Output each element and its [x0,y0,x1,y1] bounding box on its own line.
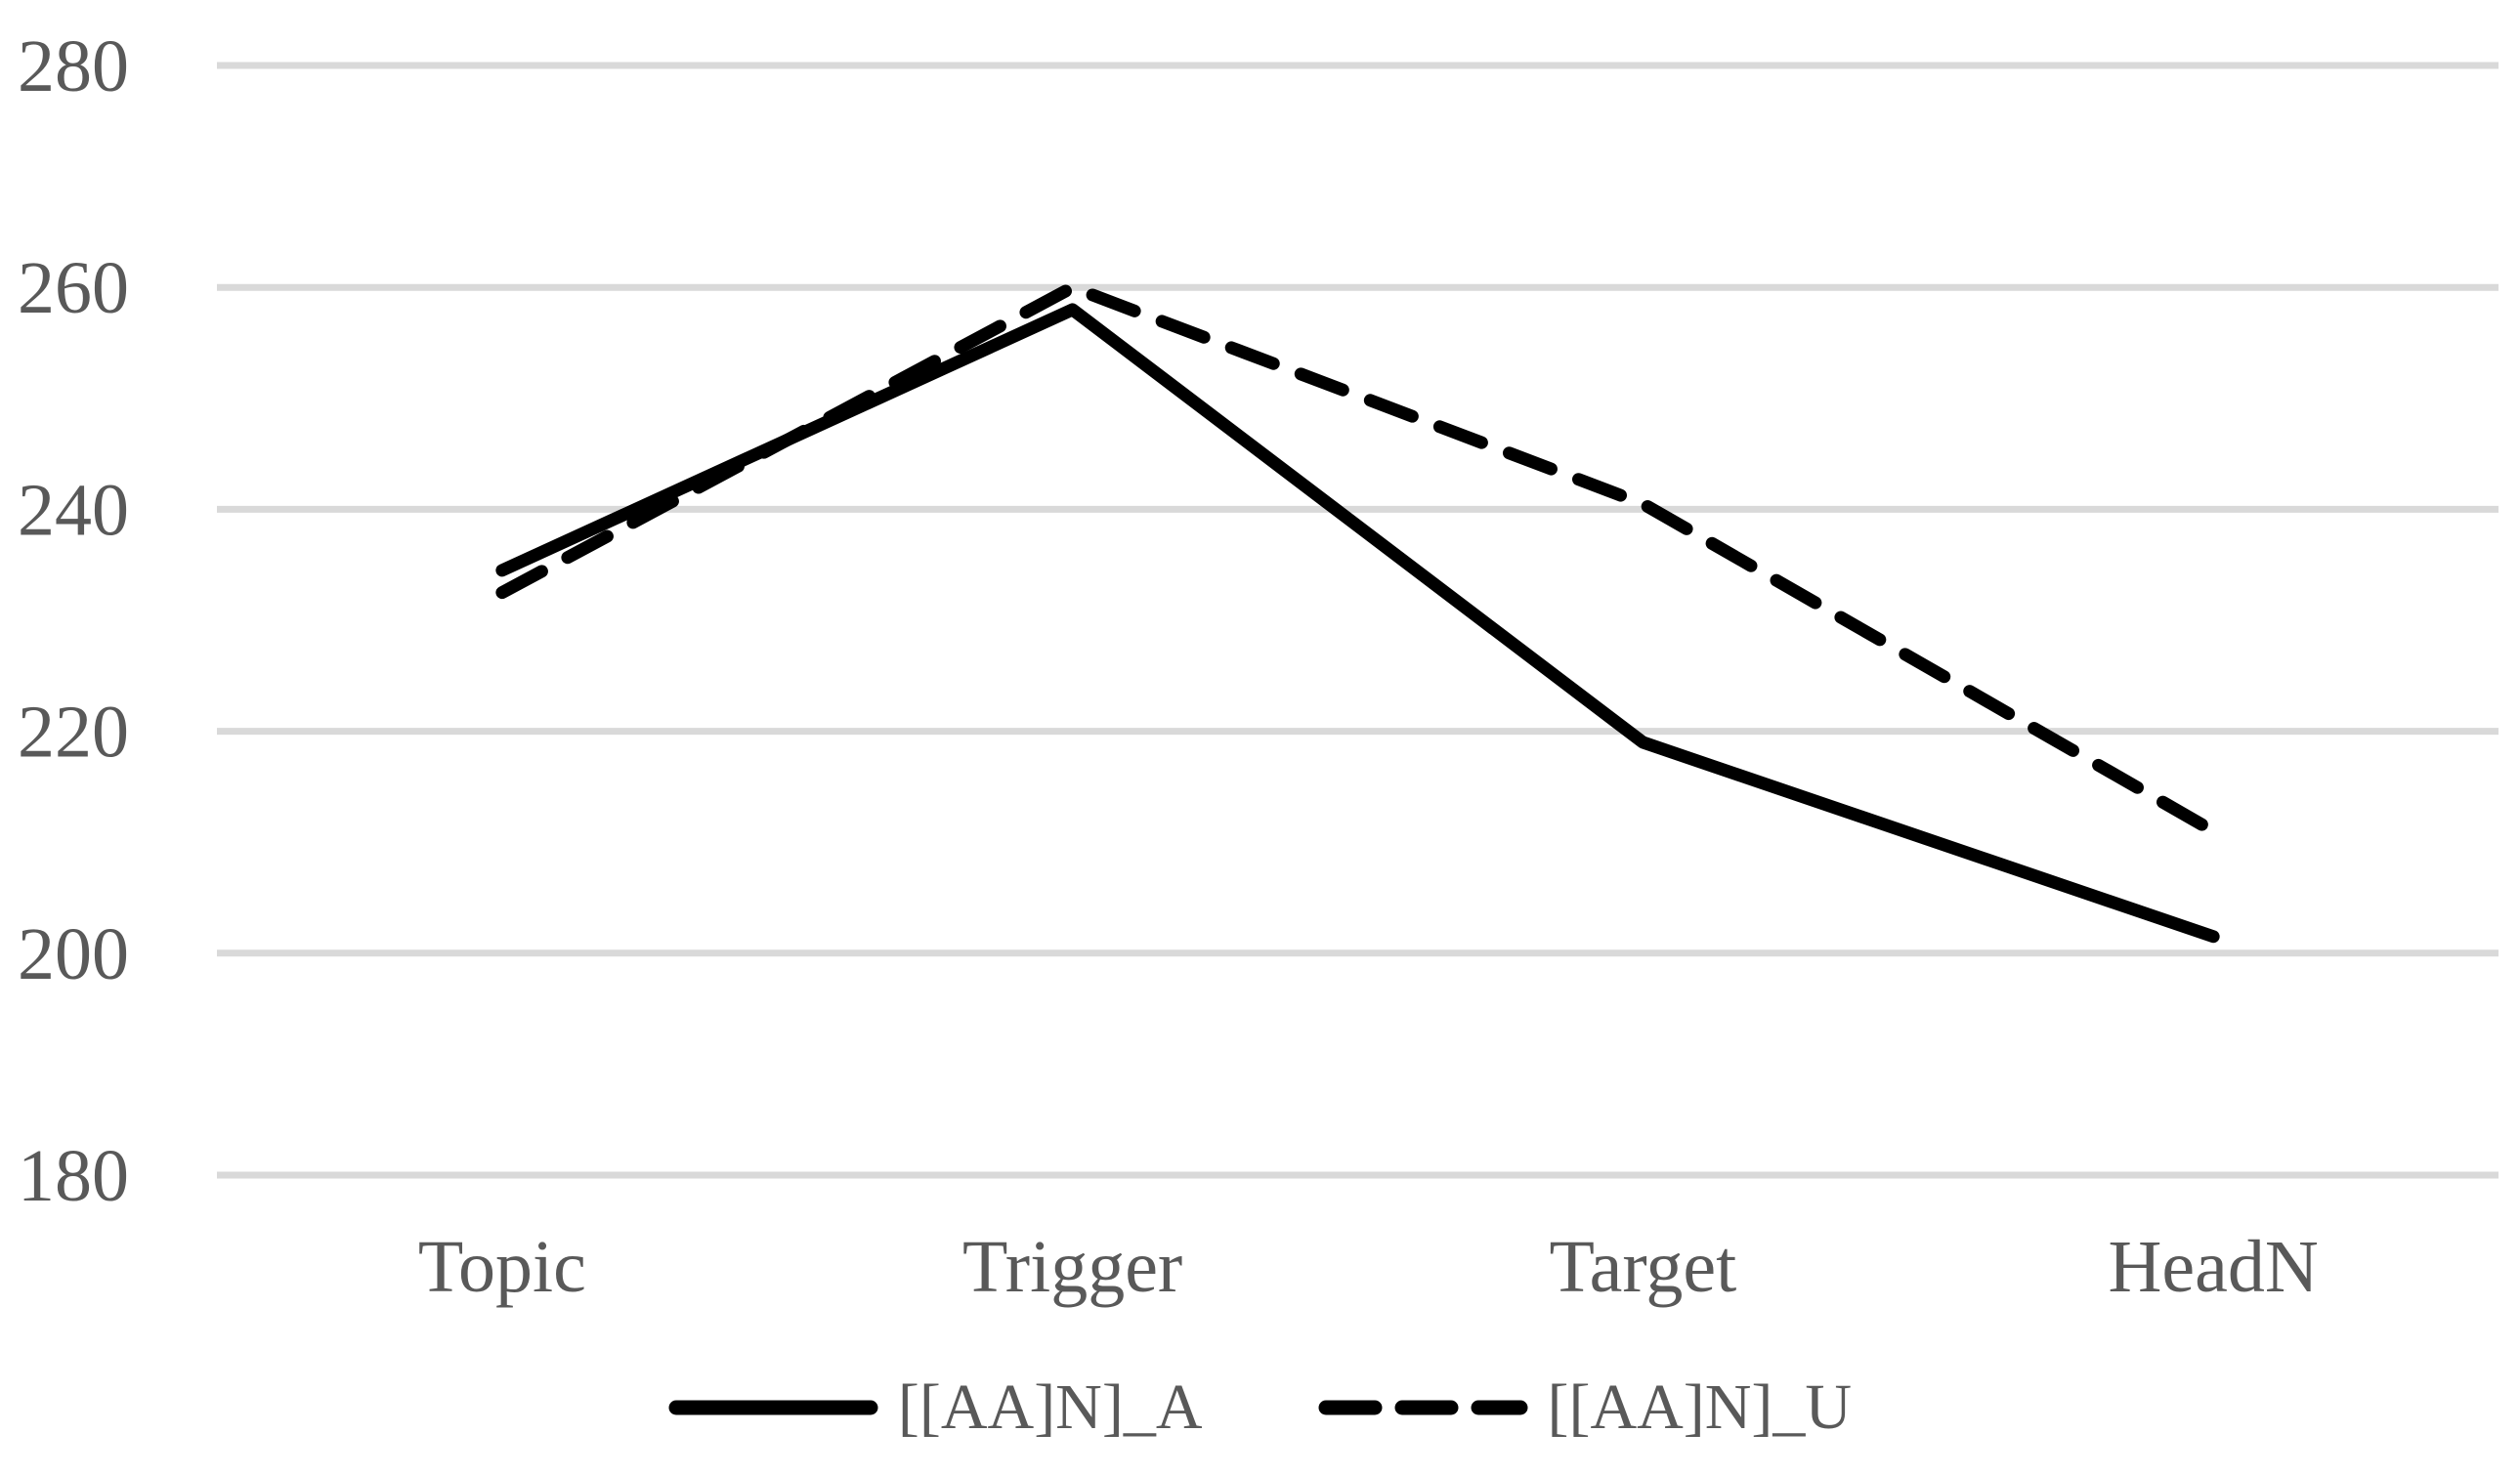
y-tick-label: 260 [18,247,129,329]
legend-swatch-solid-line-icon [668,1400,878,1415]
y-tick-label: 240 [18,469,129,551]
legend-item: [[AA]N]_A [668,1375,1203,1440]
y-tick-label: 220 [18,692,129,774]
y-tick-label: 280 [18,25,129,107]
y-tick-label: 180 [18,1135,129,1217]
x-axis-label: HeadN [2109,1226,2319,1308]
legend: [[AA]N]_A [[AA]N]_U [0,1375,2520,1440]
legend-label: [[AA]N]_U [1547,1371,1853,1443]
y-tick-label: 200 [18,913,129,995]
legend-item: [[AA]N]_U [1318,1371,1853,1443]
x-axis-label: Trigger [962,1226,1182,1308]
series-line-dashed [495,280,2220,838]
legend-label: [[AA]N]_A [897,1371,1203,1443]
x-axis-label: Topic [418,1226,586,1308]
legend-swatch-dashed-line-icon [1318,1400,1527,1415]
x-axis-label: Target [1550,1226,1737,1308]
series-line-solid [495,303,2220,944]
